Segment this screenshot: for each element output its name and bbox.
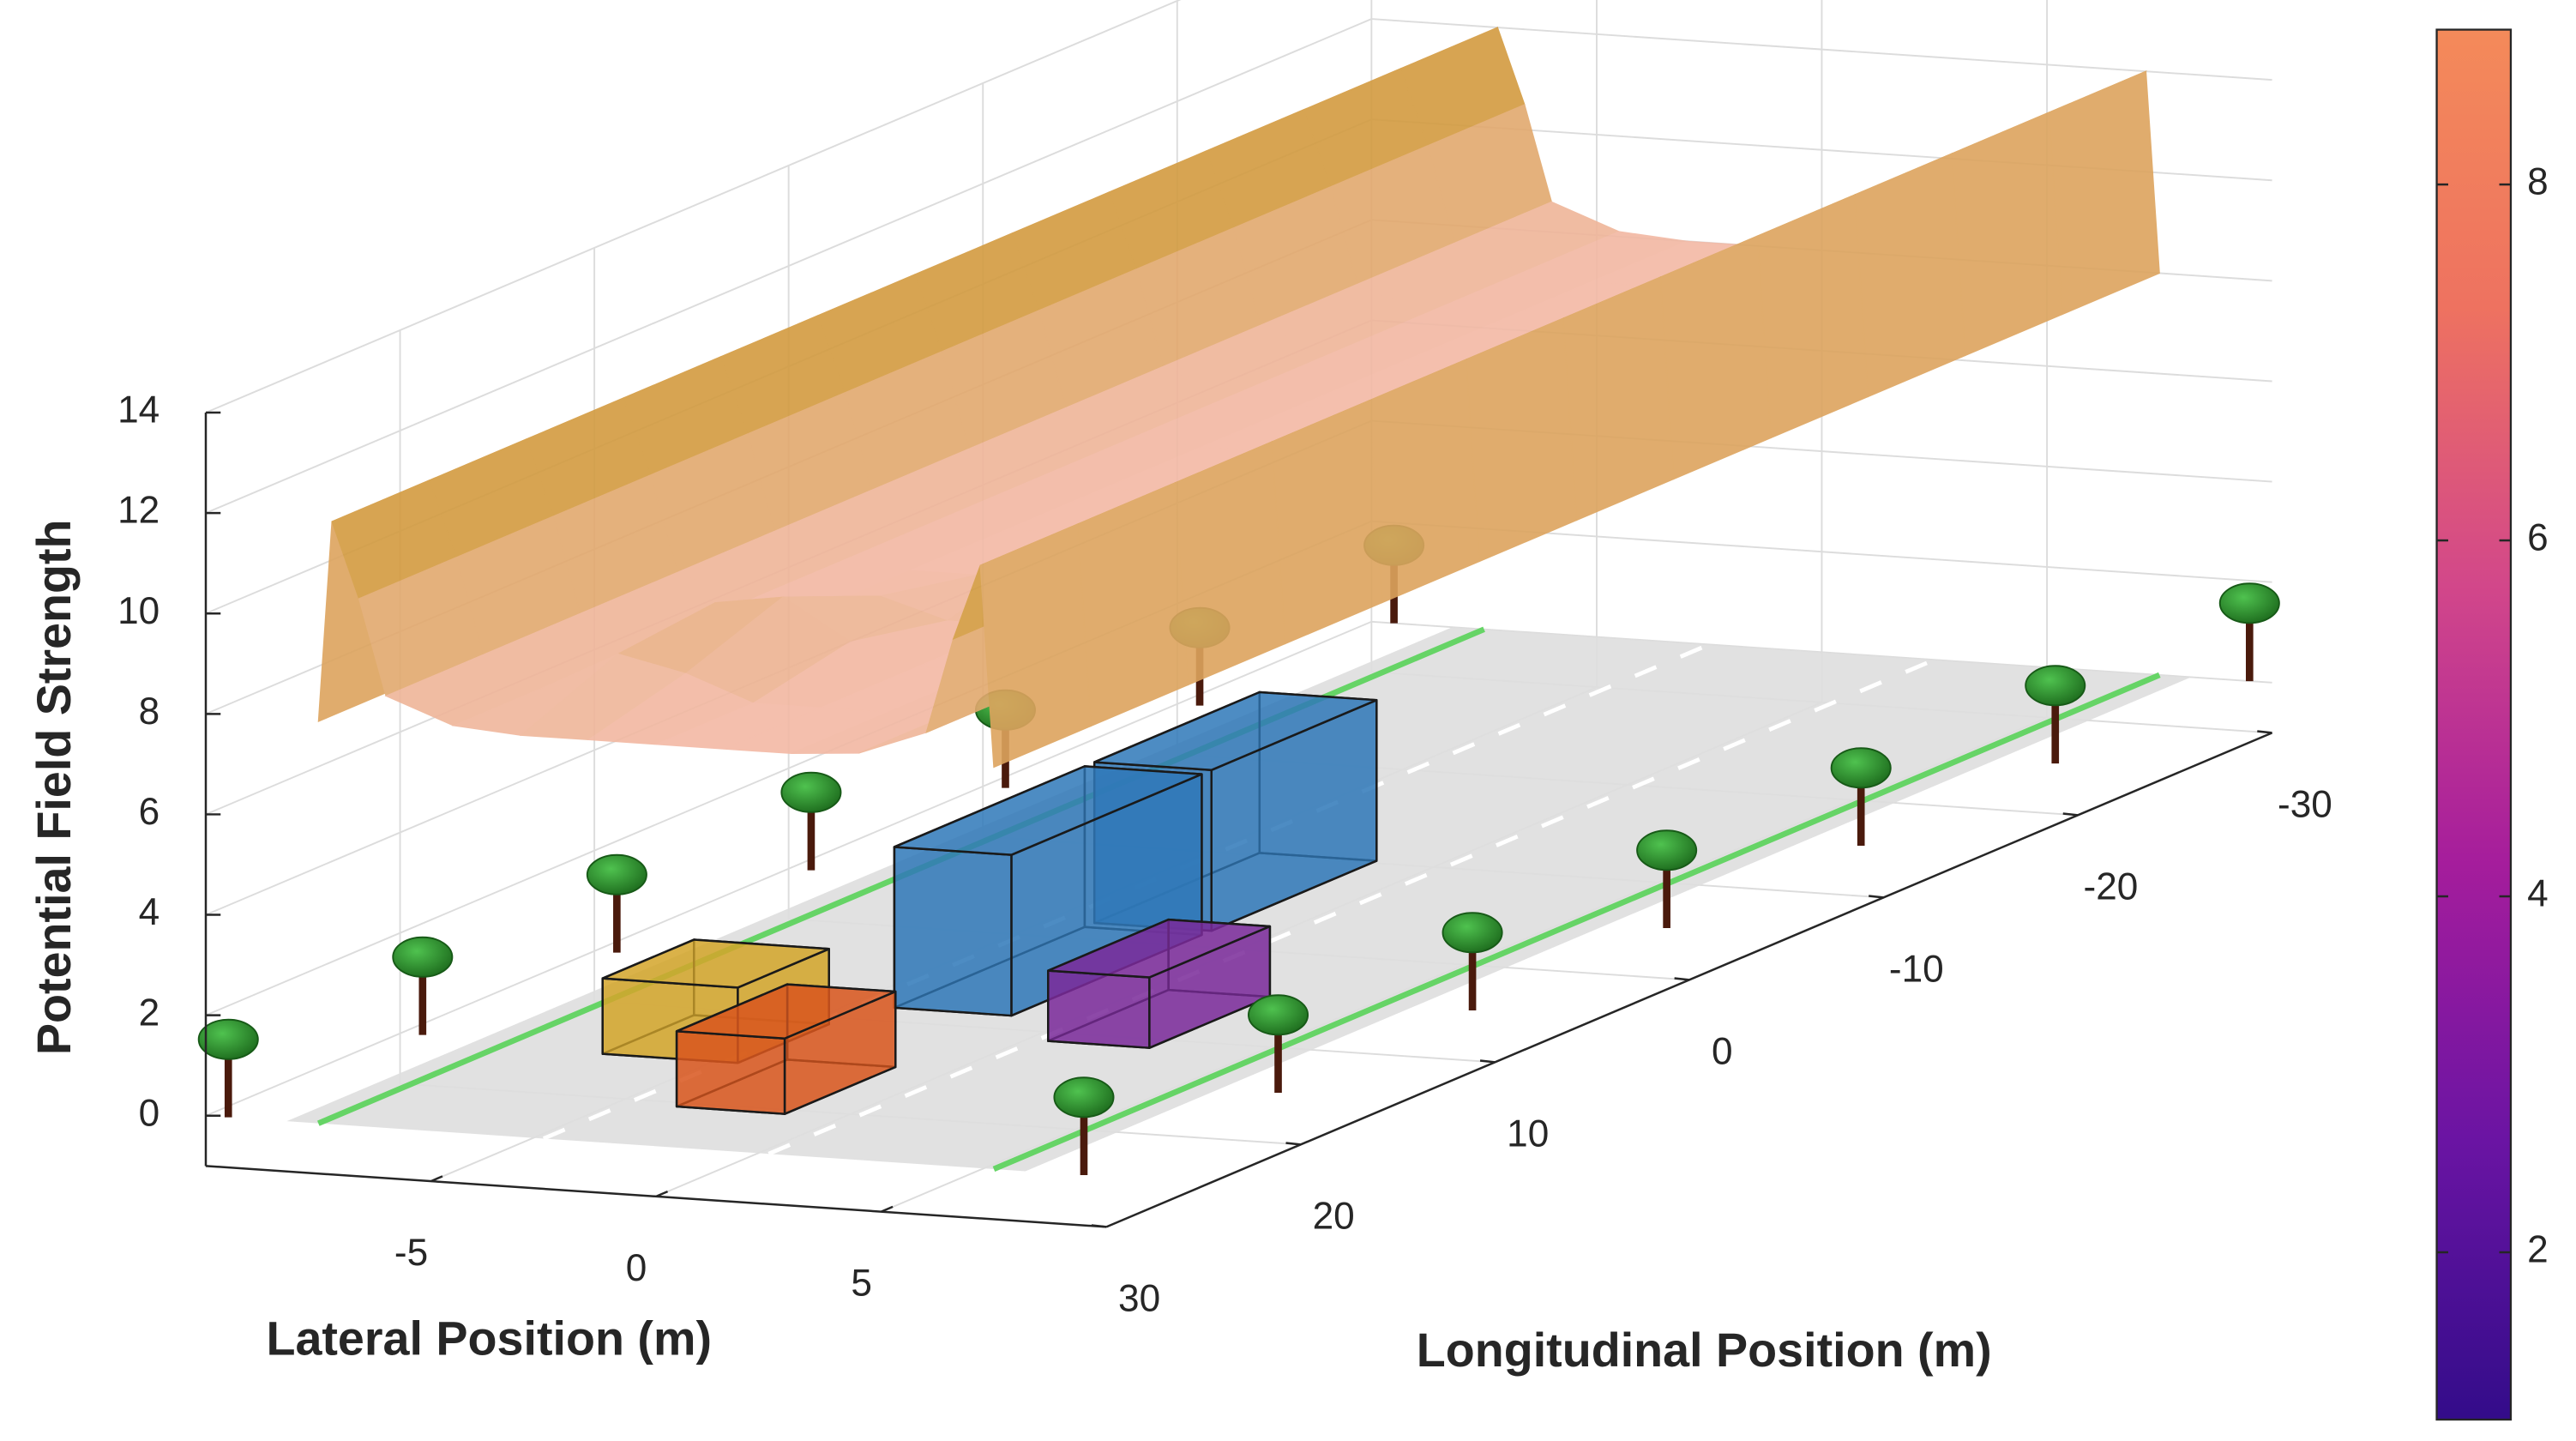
z-tick-label: 4 bbox=[139, 891, 160, 933]
surface-patch bbox=[1562, 276, 1675, 522]
colorbar-tick-label: 8 bbox=[2527, 161, 2549, 203]
x-tick-label: -5 bbox=[394, 1232, 428, 1274]
colorbar: 2 4 6 8 bbox=[2435, 28, 2549, 1421]
z-tick-label: 14 bbox=[117, 389, 159, 431]
z-axis-label: Potential Field Strength bbox=[27, 519, 81, 1055]
object-face bbox=[675, 1030, 786, 1115]
object-face bbox=[1047, 918, 1272, 979]
y-tick bbox=[1674, 977, 1690, 981]
surface bbox=[317, 27, 2160, 769]
z-tick-label: 8 bbox=[139, 690, 160, 733]
y-tick-label: -20 bbox=[2084, 865, 2139, 907]
x-tick bbox=[655, 1190, 669, 1198]
z-tick-label: 12 bbox=[117, 490, 159, 532]
z-tick-label: 10 bbox=[117, 590, 159, 632]
lane-mark bbox=[767, 657, 1935, 1156]
y-axis-label: Longitudinal Position (m) bbox=[1417, 1323, 1992, 1377]
y-tick bbox=[1091, 1224, 1107, 1228]
surface-patch bbox=[1174, 441, 1286, 686]
tree-canopy bbox=[1248, 994, 1309, 1036]
surface-patch bbox=[1368, 359, 1480, 604]
y-tick-label: 10 bbox=[1507, 1112, 1549, 1155]
tree-canopy bbox=[1830, 747, 1892, 789]
y-tick-label: 20 bbox=[1313, 1195, 1355, 1237]
surface-patch bbox=[1659, 235, 1772, 480]
object-face bbox=[675, 983, 897, 1040]
tree-canopy bbox=[197, 1018, 259, 1060]
tree-canopy bbox=[2025, 665, 2086, 707]
y-tick-label: -30 bbox=[2278, 783, 2332, 825]
y-tick-label: 0 bbox=[1712, 1030, 1733, 1072]
y-tick bbox=[1869, 895, 1884, 899]
axes: 0 2 4 6 8 10 12 14 -5 0 5 30 20 10 0 -10 -20 -30 bbox=[117, 389, 2332, 1320]
y-tick-label: 30 bbox=[1118, 1277, 1160, 1319]
x-axis-label: Lateral Position (m) bbox=[266, 1311, 712, 1365]
z-tick-label: 0 bbox=[139, 1092, 160, 1134]
tree-canopy bbox=[1053, 1076, 1115, 1118]
surface-patch bbox=[979, 523, 1092, 769]
z-tick-label: 2 bbox=[139, 992, 160, 1034]
tree-canopy bbox=[780, 771, 842, 813]
surface-patch bbox=[1951, 112, 2063, 357]
object-face bbox=[601, 938, 830, 989]
colorbar-tick-label: 4 bbox=[2527, 873, 2549, 915]
x-tick-label: 0 bbox=[626, 1247, 647, 1289]
tree-canopy bbox=[392, 936, 454, 978]
y-tick bbox=[2062, 812, 2079, 817]
colorbar-tick-label: 2 bbox=[2527, 1229, 2549, 1271]
tree-canopy bbox=[2218, 582, 2280, 624]
surface-patch bbox=[1854, 153, 1966, 398]
road-edge bbox=[992, 672, 2161, 1173]
y-tick bbox=[1479, 1059, 1496, 1064]
object-face bbox=[893, 846, 1013, 1017]
object-face bbox=[1092, 690, 1378, 772]
y-tick-label: -10 bbox=[1889, 948, 1944, 990]
y-tick bbox=[2257, 730, 2272, 734]
surface-patch bbox=[1076, 482, 1189, 727]
surface-patch bbox=[2048, 70, 2160, 316]
surface-patch bbox=[1465, 317, 1578, 563]
surface-patch bbox=[1271, 400, 1383, 645]
object-face bbox=[893, 765, 1203, 856]
surface-patch bbox=[1756, 194, 1869, 439]
tree-canopy bbox=[1636, 829, 1698, 871]
z-tick-label: 6 bbox=[139, 791, 160, 833]
colorbar-tick-label: 6 bbox=[2527, 517, 2549, 559]
tree-canopy bbox=[586, 853, 647, 895]
colorbar-bar bbox=[2435, 28, 2513, 1421]
x-tick bbox=[430, 1175, 443, 1183]
x-tick-label: 5 bbox=[851, 1263, 872, 1305]
x-tick bbox=[881, 1205, 894, 1213]
object-face bbox=[1047, 969, 1151, 1049]
y-tick bbox=[1285, 1142, 1301, 1146]
tree-canopy bbox=[1441, 912, 1503, 954]
